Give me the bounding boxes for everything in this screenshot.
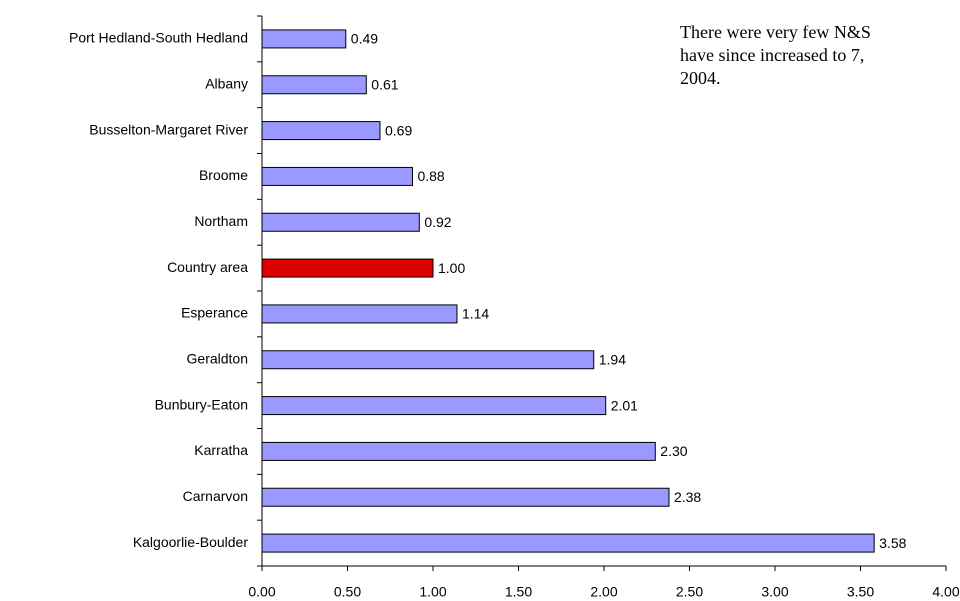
bar <box>261 487 670 507</box>
y-tick-label: Karratha <box>194 442 248 458</box>
value-label: 2.01 <box>611 397 638 413</box>
bar <box>261 350 595 370</box>
y-tick-label: Bunbury-Eaton <box>155 396 248 412</box>
x-tick-label: 2.00 <box>590 584 617 600</box>
y-tick-label: Kalgoorlie-Boulder <box>133 534 249 550</box>
value-label: 0.61 <box>371 76 398 92</box>
x-tick-label: 0.00 <box>248 584 275 600</box>
bar <box>261 304 458 324</box>
value-label: 1.94 <box>599 351 626 367</box>
bar <box>261 533 875 553</box>
x-tick-label: 3.50 <box>847 584 874 600</box>
value-label: 1.14 <box>462 306 489 322</box>
value-label: 2.38 <box>674 489 701 505</box>
x-tick-label: 1.50 <box>505 584 532 600</box>
y-tick-label: Northam <box>194 213 248 229</box>
y-tick-label: Geraldton <box>187 350 248 366</box>
annotation: have since increased to 7, <box>680 45 864 65</box>
y-tick-label: Albany <box>205 75 248 91</box>
value-label: 0.69 <box>385 122 412 138</box>
y-tick-label: Broome <box>199 167 248 183</box>
y-tick-label: Port Hedland-South Hedland <box>69 30 248 46</box>
bar <box>261 258 434 278</box>
bar <box>261 396 607 416</box>
y-tick-label: Esperance <box>181 305 248 321</box>
bar <box>261 75 367 95</box>
x-tick-label: 3.00 <box>761 584 788 600</box>
bar <box>261 441 656 461</box>
value-label: 1.00 <box>438 260 465 276</box>
y-tick-label: Carnarvon <box>183 488 248 504</box>
bar <box>261 212 420 232</box>
value-label: 2.30 <box>660 443 687 459</box>
bar <box>261 166 413 186</box>
bar <box>261 121 381 141</box>
x-tick-label: 2.50 <box>676 584 703 600</box>
annotation: 2004. <box>680 68 721 88</box>
value-label: 0.49 <box>351 31 378 47</box>
annotation: There were very few N&S <box>680 22 871 42</box>
value-label: 3.58 <box>879 535 906 551</box>
value-label: 0.88 <box>417 168 444 184</box>
y-tick-label: Country area <box>167 259 248 275</box>
x-tick-label: 1.00 <box>419 584 446 600</box>
x-tick-label: 4.00 <box>932 584 959 600</box>
x-tick-label: 0.50 <box>334 584 361 600</box>
value-label: 0.92 <box>424 214 451 230</box>
bar <box>261 29 347 49</box>
y-tick-label: Busselton-Margaret River <box>89 121 248 137</box>
